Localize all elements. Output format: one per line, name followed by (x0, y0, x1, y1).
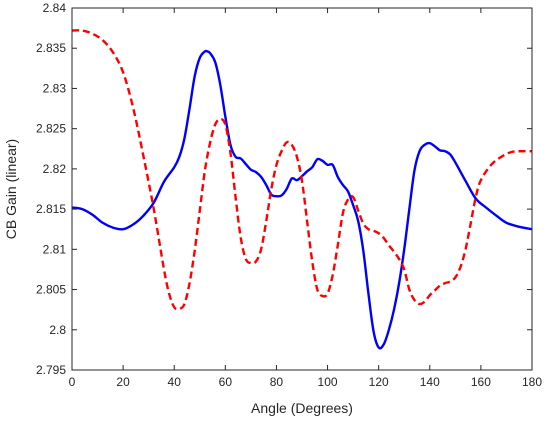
y-axis-ticks: 2.795 2.8 2.805 2.81 2.815 2.82 2.825 2.83 2.835… (36, 1, 532, 377)
x-tick-label: 80 (270, 375, 284, 389)
y-tick-label: 2.83 (43, 81, 67, 95)
x-tick-label: 40 (168, 375, 182, 389)
x-tick-label: 20 (116, 375, 130, 389)
y-tick-label: 2.8 (49, 323, 66, 337)
series-line-blue-solid (71, 49, 533, 350)
y-tick-label: 2.805 (36, 283, 66, 297)
y-tick-label: 2.815 (36, 202, 66, 216)
x-tick-label: 120 (369, 375, 389, 389)
x-tick-label: 160 (471, 375, 491, 389)
y-axis-label: CB Gain (linear) (3, 139, 19, 239)
series-layer (71, 29, 533, 350)
x-tick-label: 60 (219, 375, 233, 389)
x-tick-label: 100 (318, 375, 338, 389)
x-tick-label: 0 (69, 375, 76, 389)
axes-box (71, 7, 533, 371)
y-tick-label: 2.82 (43, 162, 67, 176)
y-tick-label: 2.835 (36, 41, 66, 55)
y-tick-label: 2.81 (43, 242, 67, 256)
x-tick-label: 180 (522, 375, 542, 389)
y-tick-label: 2.825 (36, 122, 66, 136)
y-tick-label: 2.84 (43, 1, 67, 15)
series-line-red-dashed (71, 29, 533, 311)
x-axis-ticks: 0 20 40 60 80 100 120 140 160 180 (69, 8, 542, 389)
y-tick-label: 2.795 (36, 363, 66, 377)
x-tick-label: 140 (420, 375, 440, 389)
x-axis-label: Angle (Degrees) (251, 400, 353, 416)
